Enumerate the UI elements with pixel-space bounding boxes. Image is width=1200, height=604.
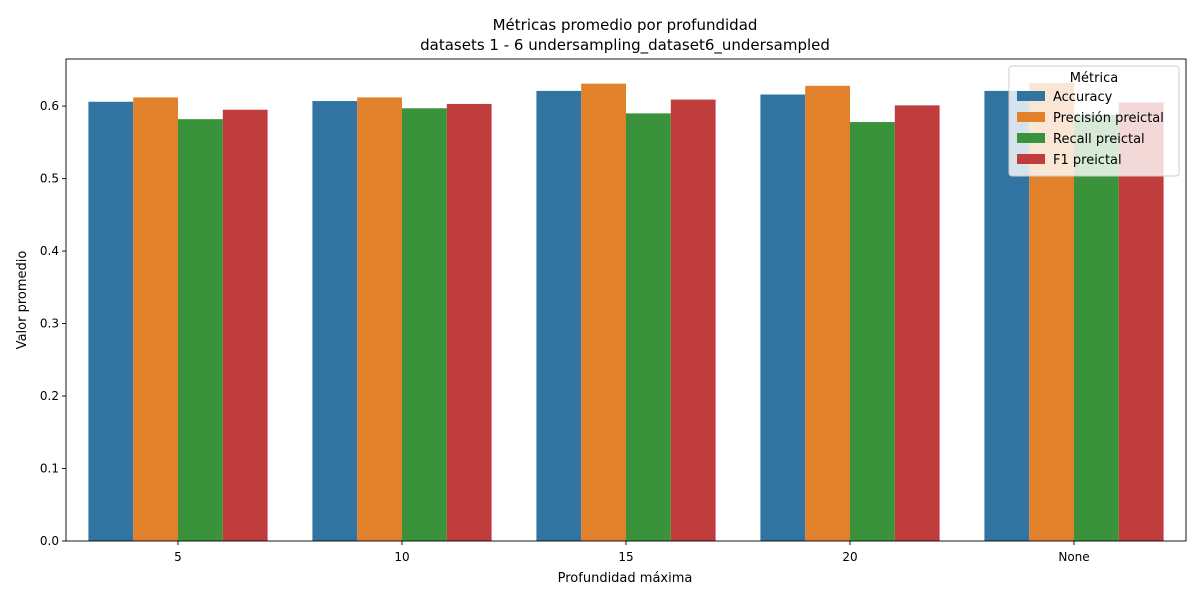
x-axis-label: Profundidad máxima: [558, 571, 693, 586]
legend-swatch-2: [1017, 133, 1045, 143]
legend: Métrica Accuracy Precisión preictal Recall …: [1008, 65, 1180, 177]
bar-precisi-n-preictal-10: [357, 97, 402, 541]
x-tick-label-4: None: [1058, 550, 1089, 564]
y-tick-label-5: 0.5: [40, 172, 59, 186]
bar-precisi-n-preictal-5: [133, 97, 178, 541]
bar-accuracy-15: [536, 90, 582, 542]
bar-precisi-n-preictal-15: [581, 83, 626, 541]
bar-f1-preictal-15: [670, 99, 716, 541]
y-tick-label-0: 0.0: [40, 534, 59, 548]
y-tick-label-3: 0.3: [40, 317, 59, 331]
y-tick-label-4: 0.4: [40, 244, 59, 258]
bars-group: [88, 82, 1164, 542]
bar-recall-preictal-5: [178, 119, 223, 542]
y-tick-label-1: 0.1: [40, 462, 59, 476]
bar-precisi-n-preictal-20: [805, 85, 850, 541]
y-axis-label: Valor promedio: [15, 251, 30, 350]
bar-f1-preictal-5: [222, 109, 268, 541]
legend-swatch-1: [1017, 112, 1045, 122]
legend-box: [1008, 65, 1180, 177]
y-tick-label-6: 0.6: [40, 99, 59, 113]
chart-title: Métricas promedio por profundidad: [493, 16, 758, 34]
x-tick-label-0: 5: [174, 550, 182, 564]
legend-title: Métrica: [1070, 71, 1118, 86]
bar-recall-preictal-10: [402, 108, 447, 541]
x-tick-label-1: 10: [394, 550, 409, 564]
bar-recall-preictal-none: [1074, 114, 1119, 542]
bar-accuracy-20: [760, 94, 806, 541]
bar-accuracy-10: [312, 101, 358, 542]
legend-label-1: Precisión preictal: [1053, 111, 1164, 126]
x-tick-label-3: 20: [842, 550, 857, 564]
y-tick-label-2: 0.2: [40, 389, 59, 403]
legend-label-2: Recall preictal: [1053, 132, 1145, 147]
bar-recall-preictal-15: [626, 113, 671, 541]
chart-subtitle: datasets 1 - 6 undersampling_dataset6_un…: [420, 36, 830, 55]
legend-label-3: F1 preictal: [1053, 153, 1122, 168]
bar-recall-preictal-20: [850, 122, 895, 541]
axes-group: 0.0 0.1 0.2 0.3 0.4 0.5 0.6 5 10 15 20 None: [40, 58, 1187, 564]
bar-accuracy-5: [88, 101, 134, 541]
bar-f1-preictal-10: [446, 103, 492, 541]
legend-swatch-0: [1017, 91, 1045, 101]
legend-swatch-3: [1017, 154, 1045, 164]
bar-f1-preictal-20: [894, 105, 940, 541]
legend-label-0: Accuracy: [1053, 90, 1113, 105]
x-tick-label-2: 15: [618, 550, 633, 564]
